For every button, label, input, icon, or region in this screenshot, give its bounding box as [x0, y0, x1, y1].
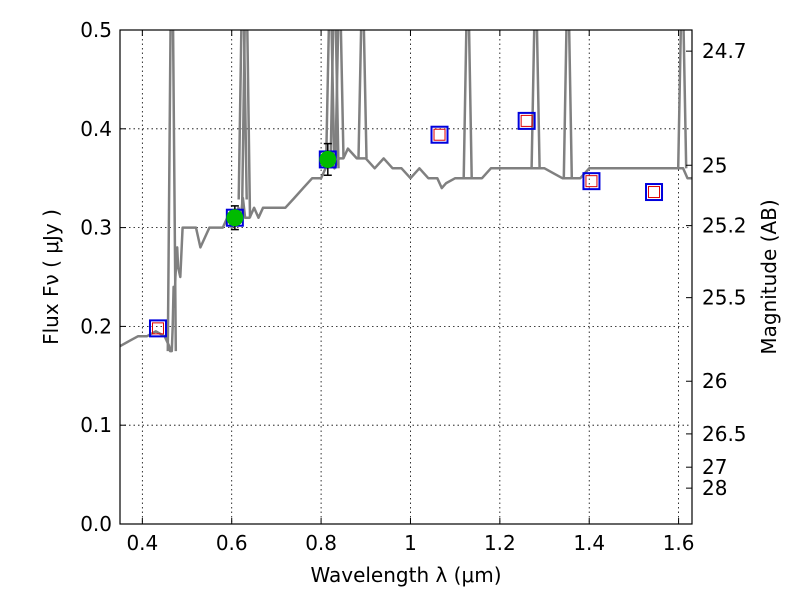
plot-area [120, 30, 692, 353]
model-flux-square [148, 319, 167, 338]
emission-line-spike [676, 30, 688, 169]
observed-flux-point [226, 209, 244, 227]
model-flux-square [517, 111, 536, 130]
mag-tick-label: 25.2 [702, 214, 747, 238]
y-axis-right-label: Magnitude (AB) [757, 199, 781, 354]
model-flux-inner-square [151, 322, 164, 335]
emission-line-spike [462, 30, 473, 179]
mag-tick-label: 28 [702, 476, 727, 500]
model-flux-square [430, 125, 449, 144]
x-axis-label: Wavelength λ (μm) [310, 563, 501, 587]
y-tick-label: 0.4 [80, 117, 112, 141]
model-flux-inner-square [585, 175, 598, 188]
emission-line-spike [562, 30, 574, 179]
x-tick-label: 1.6 [663, 531, 695, 555]
model-flux-inner-square [520, 114, 533, 127]
y-tick-label: 0.2 [80, 314, 112, 338]
ticks: 0.4 0.6 0.8 1 1.2 1.4 1.60.00.10.20.30.40.5282… [80, 18, 746, 555]
x-tick-label: 1.4 [573, 531, 605, 555]
mag-tick-label: 26 [702, 369, 727, 393]
x-tick-label: 1 [404, 531, 417, 555]
mag-tick-label: 27 [702, 455, 727, 479]
model-flux-square [645, 183, 664, 202]
observed-flux-point [319, 150, 337, 168]
x-tick-label: 0.8 [305, 531, 337, 555]
grid [120, 30, 692, 524]
model-flux-inner-square [648, 186, 661, 199]
emission-line-spike [357, 30, 368, 159]
emission-line-spike [237, 30, 248, 200]
mag-tick-label: 25.5 [702, 286, 747, 310]
x-tick-label: 0.6 [216, 531, 248, 555]
y-axis-label: Flux Fν ( μJy ) [39, 209, 63, 345]
emission-line-spike [530, 30, 541, 169]
x-tick-label: 1.2 [484, 531, 516, 555]
model-flux-square [582, 172, 601, 191]
model-spectrum-line [120, 147, 692, 353]
emission-line-spike [240, 30, 252, 218]
y-tick-label: 0.5 [80, 18, 112, 42]
emission-line-spike [334, 30, 345, 159]
emission-line-spike [166, 30, 178, 352]
y-tick-label: 0.0 [80, 512, 112, 536]
y-tick-label: 0.1 [80, 413, 112, 437]
plot-frame [119, 29, 693, 525]
y-tick-label: 0.3 [80, 216, 112, 240]
x-tick-label: 0.4 [126, 531, 158, 555]
mag-tick-label: 25 [702, 153, 727, 177]
mag-tick-label: 24.7 [702, 39, 747, 63]
model-flux-inner-square [433, 128, 446, 141]
mag-tick-label: 26.5 [702, 422, 747, 446]
